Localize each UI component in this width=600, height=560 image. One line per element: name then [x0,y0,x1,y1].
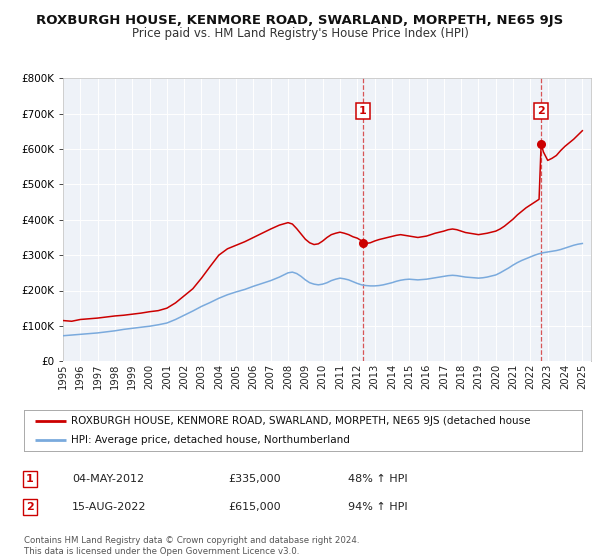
Text: £615,000: £615,000 [228,502,281,512]
Text: 2002: 2002 [179,363,189,389]
Text: 1: 1 [359,106,367,116]
Text: 2019: 2019 [473,363,484,389]
Text: Price paid vs. HM Land Registry's House Price Index (HPI): Price paid vs. HM Land Registry's House … [131,27,469,40]
Text: 2020: 2020 [491,363,501,389]
Text: 1996: 1996 [76,363,85,389]
Text: 2004: 2004 [214,363,224,389]
Text: 2016: 2016 [422,363,431,389]
Text: 2: 2 [537,106,545,116]
Text: 2003: 2003 [196,363,206,389]
Text: 2024: 2024 [560,363,570,389]
Text: 2013: 2013 [370,363,380,389]
Text: This data is licensed under the Open Government Licence v3.0.: This data is licensed under the Open Gov… [24,547,299,556]
Text: 15-AUG-2022: 15-AUG-2022 [72,502,146,512]
Text: 2022: 2022 [526,363,535,389]
Text: 2015: 2015 [404,363,414,389]
Text: 1: 1 [26,474,34,484]
Text: 2014: 2014 [387,363,397,389]
Text: 2001: 2001 [162,363,172,389]
Text: 2006: 2006 [248,363,259,389]
Text: Contains HM Land Registry data © Crown copyright and database right 2024.: Contains HM Land Registry data © Crown c… [24,536,359,545]
Text: 94% ↑ HPI: 94% ↑ HPI [348,502,407,512]
Text: ROXBURGH HOUSE, KENMORE ROAD, SWARLAND, MORPETH, NE65 9JS (detached house: ROXBURGH HOUSE, KENMORE ROAD, SWARLAND, … [71,417,531,426]
Text: 2009: 2009 [301,363,310,389]
Text: 2000: 2000 [145,363,155,389]
Text: 2010: 2010 [317,363,328,389]
Text: 1997: 1997 [92,363,103,389]
Text: 1995: 1995 [58,363,68,389]
Text: 2025: 2025 [577,363,587,389]
Text: 1998: 1998 [110,363,120,389]
Text: 2018: 2018 [456,363,466,389]
Text: 2007: 2007 [266,363,276,389]
Text: HPI: Average price, detached house, Northumberland: HPI: Average price, detached house, Nort… [71,435,350,445]
Text: 1999: 1999 [127,363,137,389]
Text: 2021: 2021 [508,363,518,389]
Text: 2008: 2008 [283,363,293,389]
Text: £335,000: £335,000 [228,474,281,484]
Text: 2023: 2023 [543,363,553,389]
Text: 2011: 2011 [335,363,345,389]
Text: 48% ↑ HPI: 48% ↑ HPI [348,474,407,484]
Text: 2012: 2012 [352,363,362,389]
Text: 2005: 2005 [231,363,241,389]
Text: 2017: 2017 [439,363,449,389]
Text: ROXBURGH HOUSE, KENMORE ROAD, SWARLAND, MORPETH, NE65 9JS: ROXBURGH HOUSE, KENMORE ROAD, SWARLAND, … [37,14,563,27]
Text: 04-MAY-2012: 04-MAY-2012 [72,474,144,484]
Text: 2: 2 [26,502,34,512]
